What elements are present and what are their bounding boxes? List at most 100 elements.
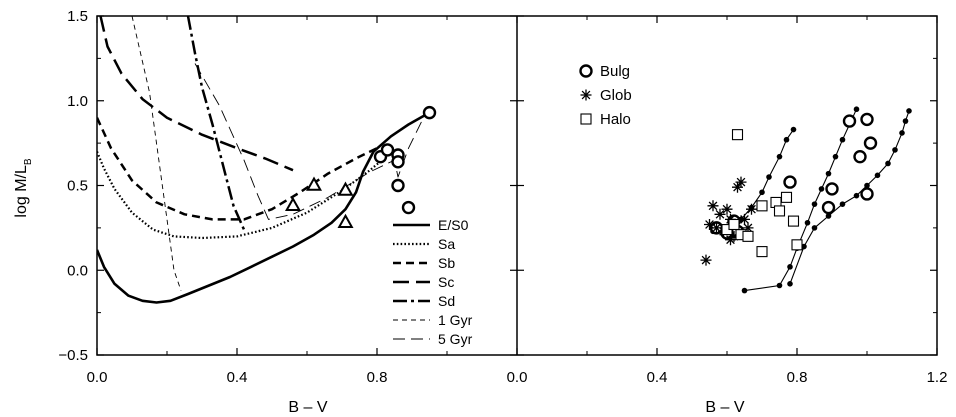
legend-label: Sd bbox=[438, 293, 455, 309]
bulge-point bbox=[821, 200, 836, 215]
bulge-point bbox=[853, 149, 867, 164]
left-x-tick-label: 0.8 bbox=[367, 369, 388, 386]
model-track-line bbox=[744, 108, 858, 292]
model-track-point bbox=[741, 287, 748, 294]
right-x-tick-label: 0.8 bbox=[787, 369, 808, 386]
model-track-point bbox=[885, 160, 891, 167]
y-tick-label: 1.5 bbox=[67, 8, 88, 25]
model-track-point bbox=[874, 172, 881, 179]
halo-point bbox=[773, 205, 786, 217]
y-axis-title: log M/LB bbox=[13, 158, 34, 217]
glob-point bbox=[707, 200, 719, 212]
bulge-point bbox=[863, 136, 878, 150]
triangle-point bbox=[337, 213, 354, 228]
legend-label: Sc bbox=[438, 274, 454, 290]
model-track-point bbox=[825, 213, 832, 219]
glob-point bbox=[700, 254, 712, 266]
y-tick-label: 0.5 bbox=[67, 178, 88, 195]
model-track-point bbox=[818, 186, 825, 192]
left-x-tick-label: 0.0 bbox=[87, 369, 108, 386]
triangle-point bbox=[337, 181, 354, 196]
y-axis-title-main: log M/L bbox=[13, 165, 30, 218]
model-track-point bbox=[825, 170, 832, 177]
bulge-point bbox=[825, 182, 839, 196]
legend-label: 1 Gyr bbox=[438, 312, 473, 328]
halo-point bbox=[731, 129, 744, 141]
bulge-point bbox=[842, 114, 857, 128]
right-x-axis-title: B – V bbox=[705, 399, 744, 416]
left-panel: E/S0 Sa Sb Sc Sd 1 Gyr 5 Gyr bbox=[97, 16, 473, 347]
halo-point bbox=[728, 218, 740, 231]
series-line-sb bbox=[97, 117, 378, 221]
legend-marker-asterisk bbox=[580, 89, 592, 101]
model-track-point bbox=[906, 108, 912, 114]
model-track-point bbox=[892, 147, 898, 153]
model-track-point bbox=[759, 189, 765, 196]
series-line-5-gyr bbox=[194, 63, 427, 220]
model-track-point bbox=[832, 153, 839, 160]
right-x-tick-label: 0.0 bbox=[507, 369, 528, 386]
series-line-sc bbox=[99, 16, 294, 172]
model-track-line bbox=[789, 110, 910, 284]
model-track-point bbox=[766, 174, 772, 180]
series-line-sd bbox=[186, 16, 246, 231]
y-tick-label: −0.5 bbox=[58, 347, 88, 364]
left-x-axis-title: B – V bbox=[288, 399, 327, 416]
legend-label: 5 Gyr bbox=[438, 331, 473, 347]
model-track-point bbox=[839, 136, 846, 143]
bulge-point bbox=[860, 187, 874, 201]
panel-frames: −0.5 0.0 0.5 1.0 1.5 0.0 0.4 0.8 0.0 0.4 0.8 1.2 bbox=[58, 8, 947, 386]
model-track-point bbox=[811, 225, 818, 231]
model-track-point bbox=[776, 153, 783, 160]
bulge-point bbox=[860, 112, 874, 127]
glob-point bbox=[711, 222, 722, 234]
model-track-point bbox=[902, 118, 909, 124]
model-track-point bbox=[839, 201, 846, 207]
legend-label: Sa bbox=[438, 236, 455, 252]
glob-point bbox=[735, 176, 747, 188]
halo-point bbox=[787, 215, 800, 227]
glob-point bbox=[746, 203, 757, 215]
bulge-point bbox=[783, 175, 797, 189]
triangle-point bbox=[305, 176, 323, 191]
circle-point bbox=[391, 155, 405, 169]
model-track-point bbox=[899, 130, 905, 136]
legend-label: Bulg bbox=[600, 63, 630, 80]
glob-point bbox=[714, 208, 726, 220]
circle-point bbox=[380, 143, 395, 157]
glob-point bbox=[704, 219, 715, 230]
right-x-tick-label: 1.2 bbox=[927, 369, 948, 386]
glob-point bbox=[739, 213, 750, 225]
legend-label: E/S0 bbox=[438, 217, 469, 233]
model-track-point bbox=[801, 243, 807, 250]
circle-point bbox=[391, 178, 405, 193]
model-track-point bbox=[811, 201, 818, 207]
series-line-e-s0 bbox=[97, 111, 431, 304]
y-tick-label: 1.0 bbox=[67, 93, 88, 110]
model-track-point bbox=[787, 281, 793, 287]
triangle-point bbox=[284, 196, 302, 212]
right-legend: Bulg Glob Halo bbox=[579, 63, 632, 128]
series-line-1-gyr bbox=[131, 16, 182, 291]
model-track-point bbox=[853, 192, 860, 199]
circle-point bbox=[401, 200, 416, 215]
y-tick-label: 0.0 bbox=[67, 262, 88, 279]
halo-point bbox=[756, 246, 768, 258]
legend-label: Sb bbox=[438, 255, 455, 271]
left-curves bbox=[97, 16, 431, 304]
legend-marker-square bbox=[580, 113, 592, 125]
glob-point bbox=[728, 230, 740, 242]
left-legend: E/S0 Sa Sb Sc Sd 1 Gyr 5 Gyr bbox=[393, 217, 473, 347]
model-track-point bbox=[864, 182, 870, 189]
model-track-point bbox=[787, 264, 793, 270]
legend-label: Halo bbox=[600, 111, 631, 128]
y-axis-title-subscript: B bbox=[23, 158, 34, 165]
left-x-tick-label: 0.4 bbox=[227, 369, 248, 386]
halo-point bbox=[791, 239, 803, 251]
model-track-point bbox=[783, 136, 790, 143]
model-track-point bbox=[804, 219, 811, 226]
model-track-point bbox=[790, 126, 797, 133]
halo-point bbox=[756, 200, 768, 212]
glob-point bbox=[721, 203, 733, 215]
